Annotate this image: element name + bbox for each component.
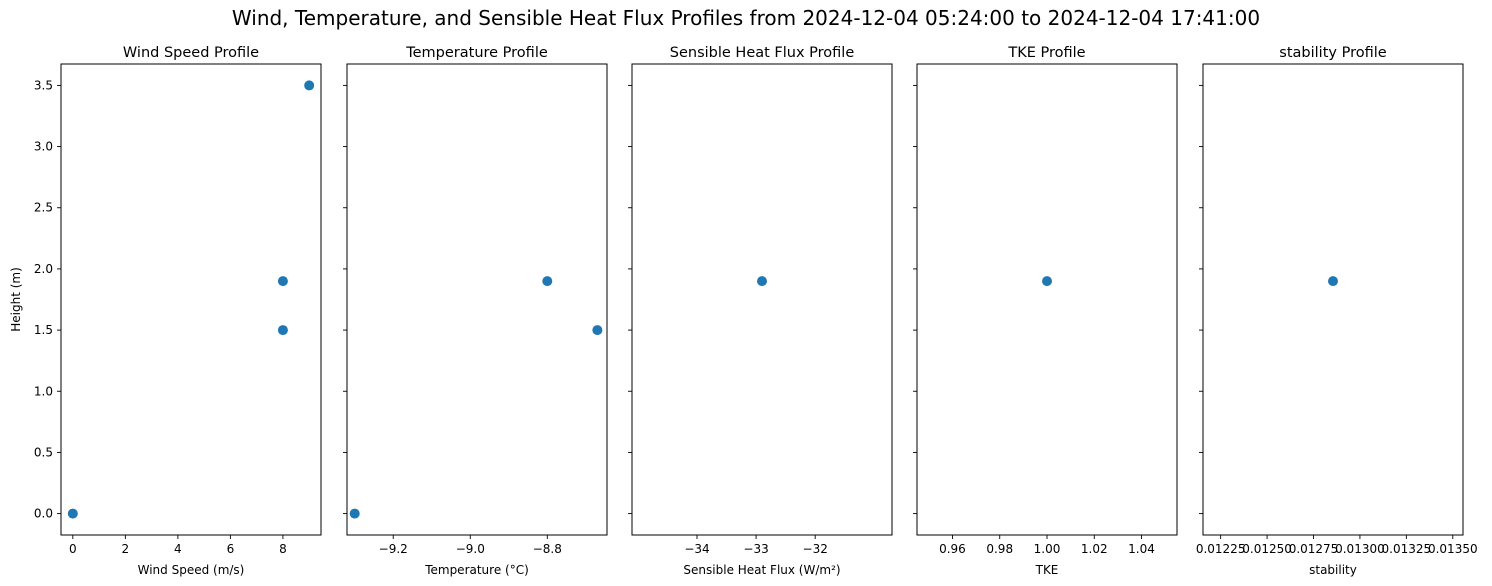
x-tick-label: −9.0 [456, 542, 485, 556]
x-tick-label: 0.96 [939, 542, 966, 556]
subplot-1: Wind Speed Profile 0.0 0.5 1.0 1.5 2.0 2.5 3.0 3… [9, 45, 322, 577]
x-axis-label: stability [1309, 563, 1357, 577]
y-tick-label: 0.5 [34, 445, 53, 459]
y-tick-label: 1.5 [34, 323, 53, 337]
data-point [757, 276, 767, 287]
x-tick-label: 0 [69, 542, 77, 556]
x-tick-label: 2 [122, 542, 130, 556]
subplot-4: TKE Profile 0.96 0.98 1.00 1.02 1.04 TKE [913, 45, 1178, 577]
x-tick-label: −33 [743, 542, 768, 556]
data-point [542, 276, 553, 287]
x-tick-label: −9.2 [379, 542, 408, 556]
x-tick-label: 0.01325 [1382, 542, 1432, 556]
x-tick-label: 1.04 [1128, 542, 1155, 556]
data-point [1328, 276, 1338, 287]
y-tick-label: 3.5 [34, 78, 53, 92]
data-point [304, 80, 315, 91]
subplot-title: stability Profile [1279, 45, 1386, 61]
x-tick-label: 1.00 [1034, 542, 1061, 556]
x-tick-label: 6 [227, 542, 235, 556]
x-tick-label: 0.01250 [1242, 542, 1292, 556]
y-axis-label: Height (m) [9, 267, 23, 332]
axes-frame [1202, 63, 1464, 536]
subplot-title: Sensible Heat Flux Profile [670, 45, 855, 61]
x-tick-label: 0.01225 [1196, 542, 1246, 556]
subplot-5: stability Profile0.012250.012500.012750.… [1196, 45, 1478, 577]
subplot-title: Wind Speed Profile [123, 45, 259, 61]
data-point [592, 325, 603, 336]
x-tick-label: 0.98 [986, 542, 1013, 556]
x-tick-label: −32 [803, 542, 828, 556]
axes-frame [631, 63, 893, 536]
x-axis-label: Wind Speed (m/s) [138, 563, 245, 577]
data-point [67, 508, 78, 519]
data-point [1042, 276, 1052, 287]
data-point [277, 325, 288, 336]
y-tick-label: 1.0 [34, 384, 53, 398]
axes-frame [916, 63, 1178, 536]
y-tick-label: 2.5 [34, 201, 53, 215]
subplot-title: Temperature Profile [405, 45, 548, 61]
figure-title: Wind, Temperature, and Sensible Heat Flu… [231, 6, 1261, 30]
x-tick-label: 8 [279, 542, 287, 556]
axes-frame [60, 63, 322, 536]
x-tick-label: 0.01350 [1428, 542, 1478, 556]
data-point [349, 508, 360, 519]
subplot-title: TKE Profile [1007, 45, 1085, 61]
x-tick-label: 4 [174, 542, 182, 556]
y-tick-label: 3.0 [34, 140, 53, 154]
x-tick-label: 0.01300 [1335, 542, 1385, 556]
x-tick-label: −34 [684, 542, 709, 556]
y-tick-label: 0.0 [34, 507, 53, 521]
subplot-2: Temperature Profile −9.2 −9.0 −8.8 Temperatu… [343, 45, 608, 577]
subplot-3: Sensible Heat Flux Profile −34 −33 −32 Sensi… [628, 45, 893, 577]
x-tick-label: 0.01275 [1289, 542, 1339, 556]
axes-frame [346, 63, 608, 536]
x-tick-label: −8.8 [533, 542, 562, 556]
x-axis-label: Sensible Heat Flux (W/m²) [683, 563, 840, 577]
x-tick-label: 1.02 [1081, 542, 1108, 556]
y-tick-label: 2.0 [34, 262, 53, 276]
x-axis-label: TKE [1035, 563, 1059, 577]
x-axis-label: Temperature (°C) [424, 563, 529, 577]
data-point [277, 276, 288, 287]
